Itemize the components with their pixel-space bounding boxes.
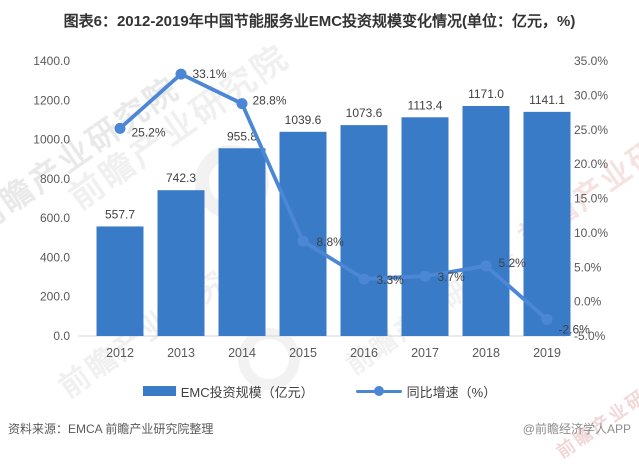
line-marker-2015 [297,235,309,247]
x-axis-label-2017: 2017 [411,346,439,360]
right-axis-tick: 30.0% [574,88,608,102]
right-axis-tick: 10.0% [574,226,608,240]
bar-value-label: 955.8 [227,129,257,143]
bar-value-label: 557.7 [105,207,135,221]
bar-2016 [340,125,388,336]
growth-value-label: 8.8% [317,235,345,249]
growth-value-label: 3.7% [438,270,466,284]
left-axis-tick: 1400.0 [33,54,70,68]
line-marker-2017 [419,270,431,282]
x-axis-label-2018: 2018 [472,346,500,360]
right-axis-tick: 15.0% [574,192,608,206]
x-axis-label-2014: 2014 [228,346,256,360]
legend-item-emc-investment: EMC投资规模（亿元） [142,382,314,401]
bar-value-label: 1141.1 [529,93,565,107]
right-axis-tick: -5.0% [574,329,606,343]
right-axis-tick: 5.0% [574,260,602,274]
bar-2018 [462,105,510,336]
right-axis-tick: 35.0% [574,54,608,68]
growth-value-label: -2.6% [559,323,591,337]
legend-label: 同比增速（%） [406,384,497,400]
right-axis-tick: 20.0% [574,157,608,171]
left-axis-tick: 0.0 [53,329,70,343]
x-axis-label-2019: 2019 [533,346,561,360]
legend-label: EMC投资规模（亿元） [180,384,314,400]
bar-series-swatch-icon [142,386,176,396]
bar-2013 [157,190,205,336]
line-series-swatch-icon [355,386,402,396]
line-marker-2012 [114,122,126,134]
x-axis-label-2013: 2013 [167,346,195,360]
x-axis-label-2015: 2015 [289,346,317,360]
bar-2017 [401,117,449,337]
left-axis-tick: 200.0 [40,290,70,304]
line-marker-2018 [480,260,492,272]
left-axis-tick: 1200.0 [33,93,70,107]
left-axis-tick: 600.0 [40,211,70,225]
growth-line [118,72,549,322]
bar-value-label: 742.3 [166,171,196,185]
chart-canvas: 0.0 200.0 400.0 600.0 800.0 1000.0 1200.0 1400.… [33,54,608,360]
right-axis-tick: 25.0% [574,123,608,137]
bar-2019 [523,111,571,337]
chart-footer: 资料来源：EMCA 前瞻产业研究院整理 @前瞻经济学人APP [8,420,631,437]
x-axis-label-2016: 2016 [350,346,378,360]
bar-2012 [96,226,144,336]
x-axis-label-2012: 2012 [106,346,134,360]
line-marker-2013 [175,68,187,80]
bar-value-label: 1171.0 [468,87,504,101]
bar-2014 [218,148,266,336]
growth-value-label: 5.2% [499,256,527,270]
growth-value-label: 25.2% [132,125,166,139]
growth-value-label: 3.3% [377,273,405,287]
growth-value-label: 33.1% [193,67,227,81]
legend-item-yoy-growth: 同比增速（%） [355,382,497,401]
line-marker-2016 [358,273,370,285]
chart-legend: EMC投资规模（亿元） 同比增速（%） [0,382,639,400]
credit-text: @前瞻经济学人APP [522,422,631,436]
data-source-text: 资料来源：EMCA 前瞻产业研究院整理 [8,422,214,436]
left-axis-tick: 800.0 [40,172,70,186]
left-axis-tick: 1000.0 [33,133,70,147]
bar-value-label: 1113.4 [408,98,443,112]
bar-2015 [279,131,327,336]
bar-value-label: 1073.6 [346,106,383,120]
line-marker-2014 [236,98,248,110]
left-axis-tick: 400.0 [40,250,70,264]
line-marker-2019 [541,314,553,325]
bar-value-label: 1039.6 [285,113,322,127]
right-axis-tick: 0.0% [574,295,602,309]
chart-title: 图表6：2012-2019年中国节能服务业EMC投资规模变化情况(单位：亿元，%… [63,13,576,30]
growth-value-label: 28.8% [253,94,287,108]
